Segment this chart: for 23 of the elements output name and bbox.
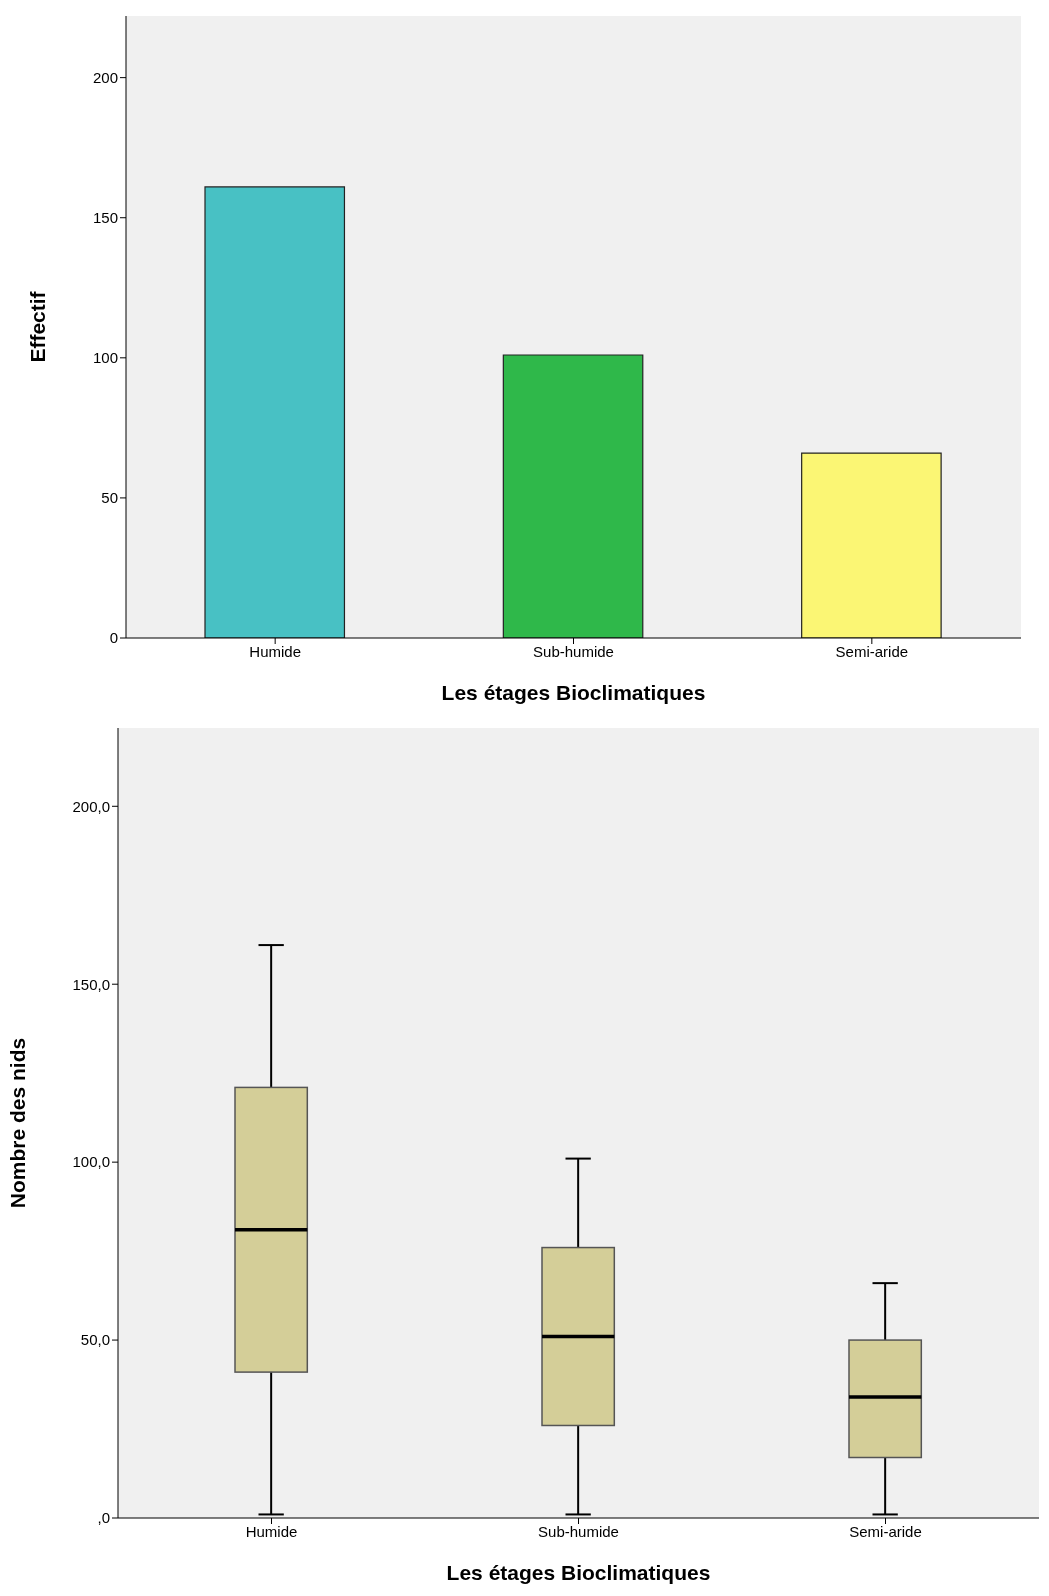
y-tick-label: 100 [92,349,118,367]
x-tick-label: Humide [245,1522,298,1540]
x-axis-title: Les étages Bioclimatiques [446,1561,711,1584]
x-tick-label: Humide [249,642,302,660]
y-axis-title: Effectif [26,290,50,363]
x-tick-label: Semi-aride [835,642,909,660]
y-tick-label: 0 [109,629,118,647]
y-tick-label: 50 [101,489,118,507]
y-axis-title: Nombre des nids [6,1037,30,1209]
bar [502,354,644,638]
y-tick-label: 50,0 [80,1331,110,1349]
y-tick-label: ,0 [97,1509,110,1527]
y-tick-label: 150 [92,209,118,227]
y-tick-label: 150,0 [72,975,110,993]
y-tick-label: 100,0 [72,1153,110,1171]
bar [204,186,346,638]
y-tick-label: 200,0 [72,797,110,815]
bar [801,452,942,638]
x-tick-label: Sub-humide [533,642,614,660]
y-tick-label: 200 [92,68,118,86]
x-axis-title: Les étages Bioclimatiques [441,681,706,704]
x-tick-label: Semi-aride [849,1522,922,1540]
x-tick-label: Sub-humide [538,1522,619,1540]
